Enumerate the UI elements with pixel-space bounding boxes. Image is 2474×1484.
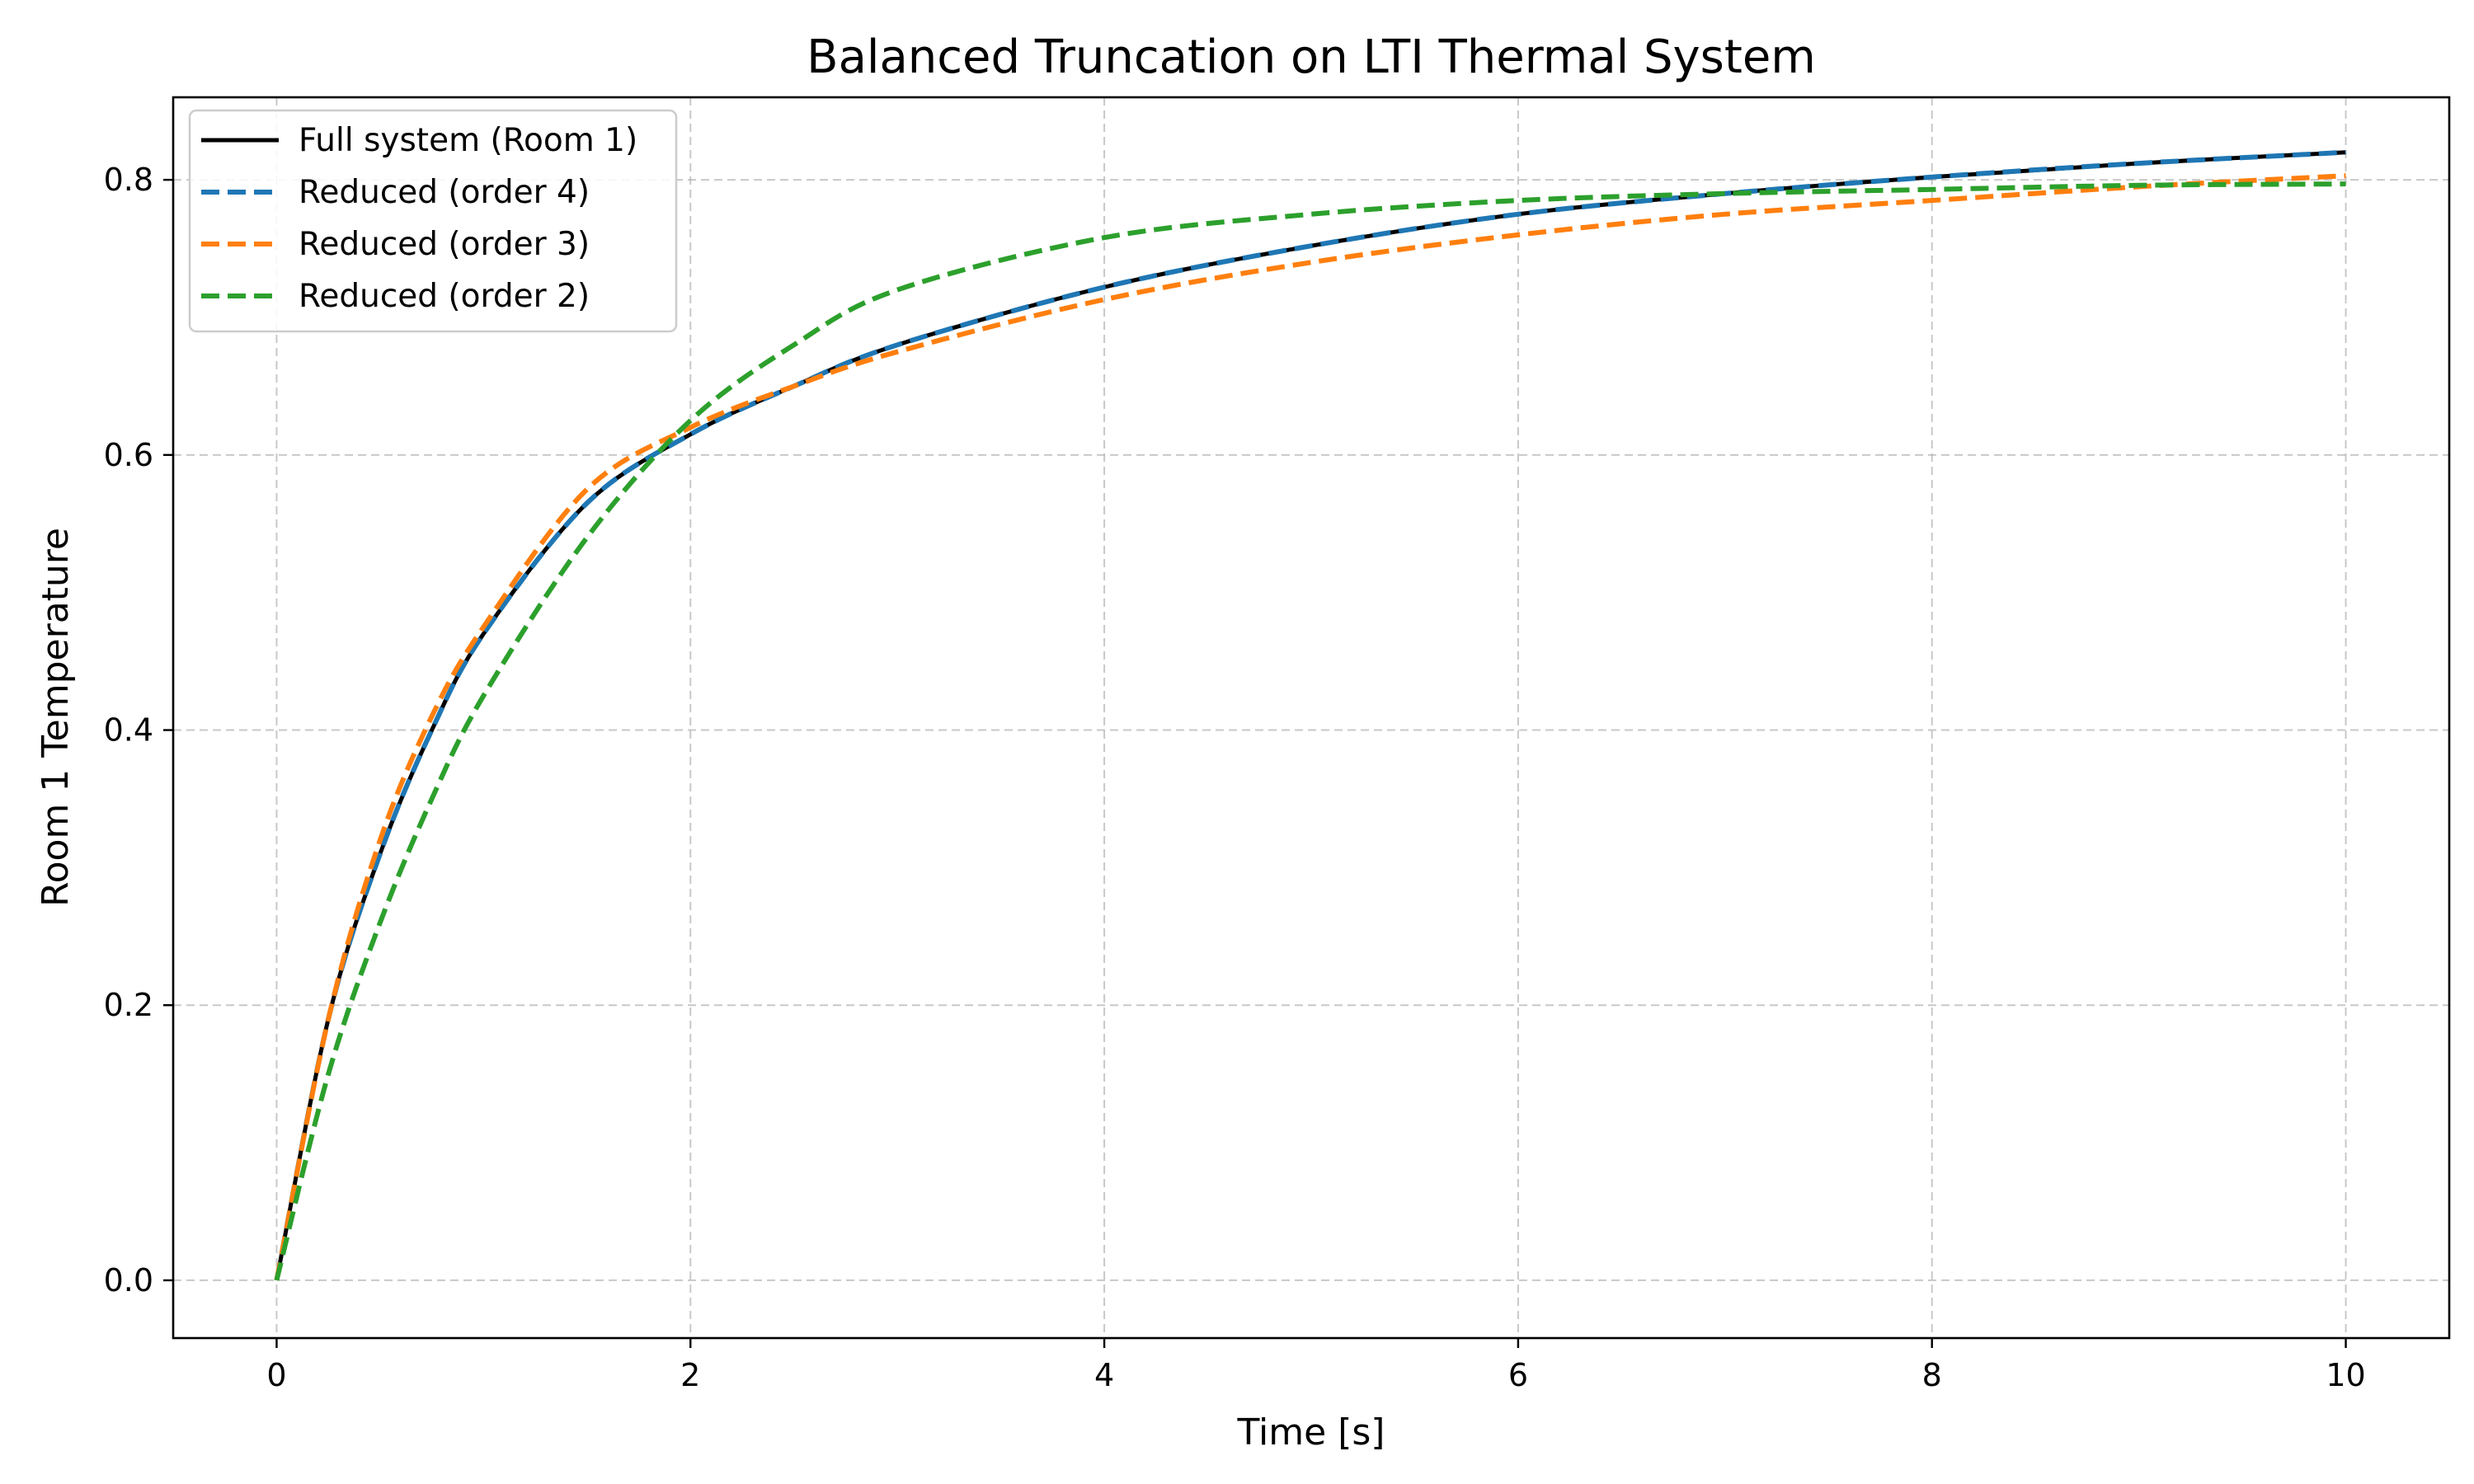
grid-layer xyxy=(173,97,2449,1338)
legend-label-reduced-order-2: Reduced (order 2) xyxy=(299,278,590,315)
legend-items: Full system (Room 1) Reduced (order 4) Red… xyxy=(201,122,637,315)
y-tick-label: 0.4 xyxy=(104,712,153,749)
y-tick-label: 0.6 xyxy=(104,437,153,473)
series-layer xyxy=(274,149,2346,1281)
series-line-reduced-order-2 xyxy=(274,181,2346,1281)
x-tick-label: 2 xyxy=(680,1357,700,1393)
y-tick-label: 0.0 xyxy=(104,1262,153,1298)
x-tick-label: 10 xyxy=(2326,1357,2365,1393)
y-axis-label: Room 1 Temperature xyxy=(35,528,77,907)
series-line-reduced-order-3 xyxy=(274,173,2346,1281)
legend-label-reduced-order-4: Reduced (order 4) xyxy=(299,174,590,211)
legend-label-full-system-room-1: Full system (Room 1) xyxy=(299,122,637,159)
x-tick-label: 4 xyxy=(1094,1357,1114,1393)
y-tick-label: 0.2 xyxy=(104,987,153,1023)
legend-box xyxy=(188,109,678,333)
x-tick-label: 0 xyxy=(266,1357,286,1393)
chart-title: Balanced Truncation on LTI Thermal Syste… xyxy=(807,31,1816,84)
series-line-reduced-order-4 xyxy=(274,149,2346,1281)
plot-frame xyxy=(172,96,2451,1340)
x-tick-label: 6 xyxy=(1508,1357,1528,1393)
y-tick-label: 0.8 xyxy=(104,162,153,198)
x-axis-label: Time [s] xyxy=(1237,1411,1385,1453)
legend: Full system (Room 1) Reduced (order 4) Red… xyxy=(188,109,678,333)
tick-layer: 0 2 4 6 8 10 0.0 0.2 0.4 0.6 0.8 xyxy=(104,162,2366,1393)
x-tick-label: 8 xyxy=(1922,1357,1942,1393)
legend-label-reduced-order-3: Reduced (order 3) xyxy=(299,226,590,263)
